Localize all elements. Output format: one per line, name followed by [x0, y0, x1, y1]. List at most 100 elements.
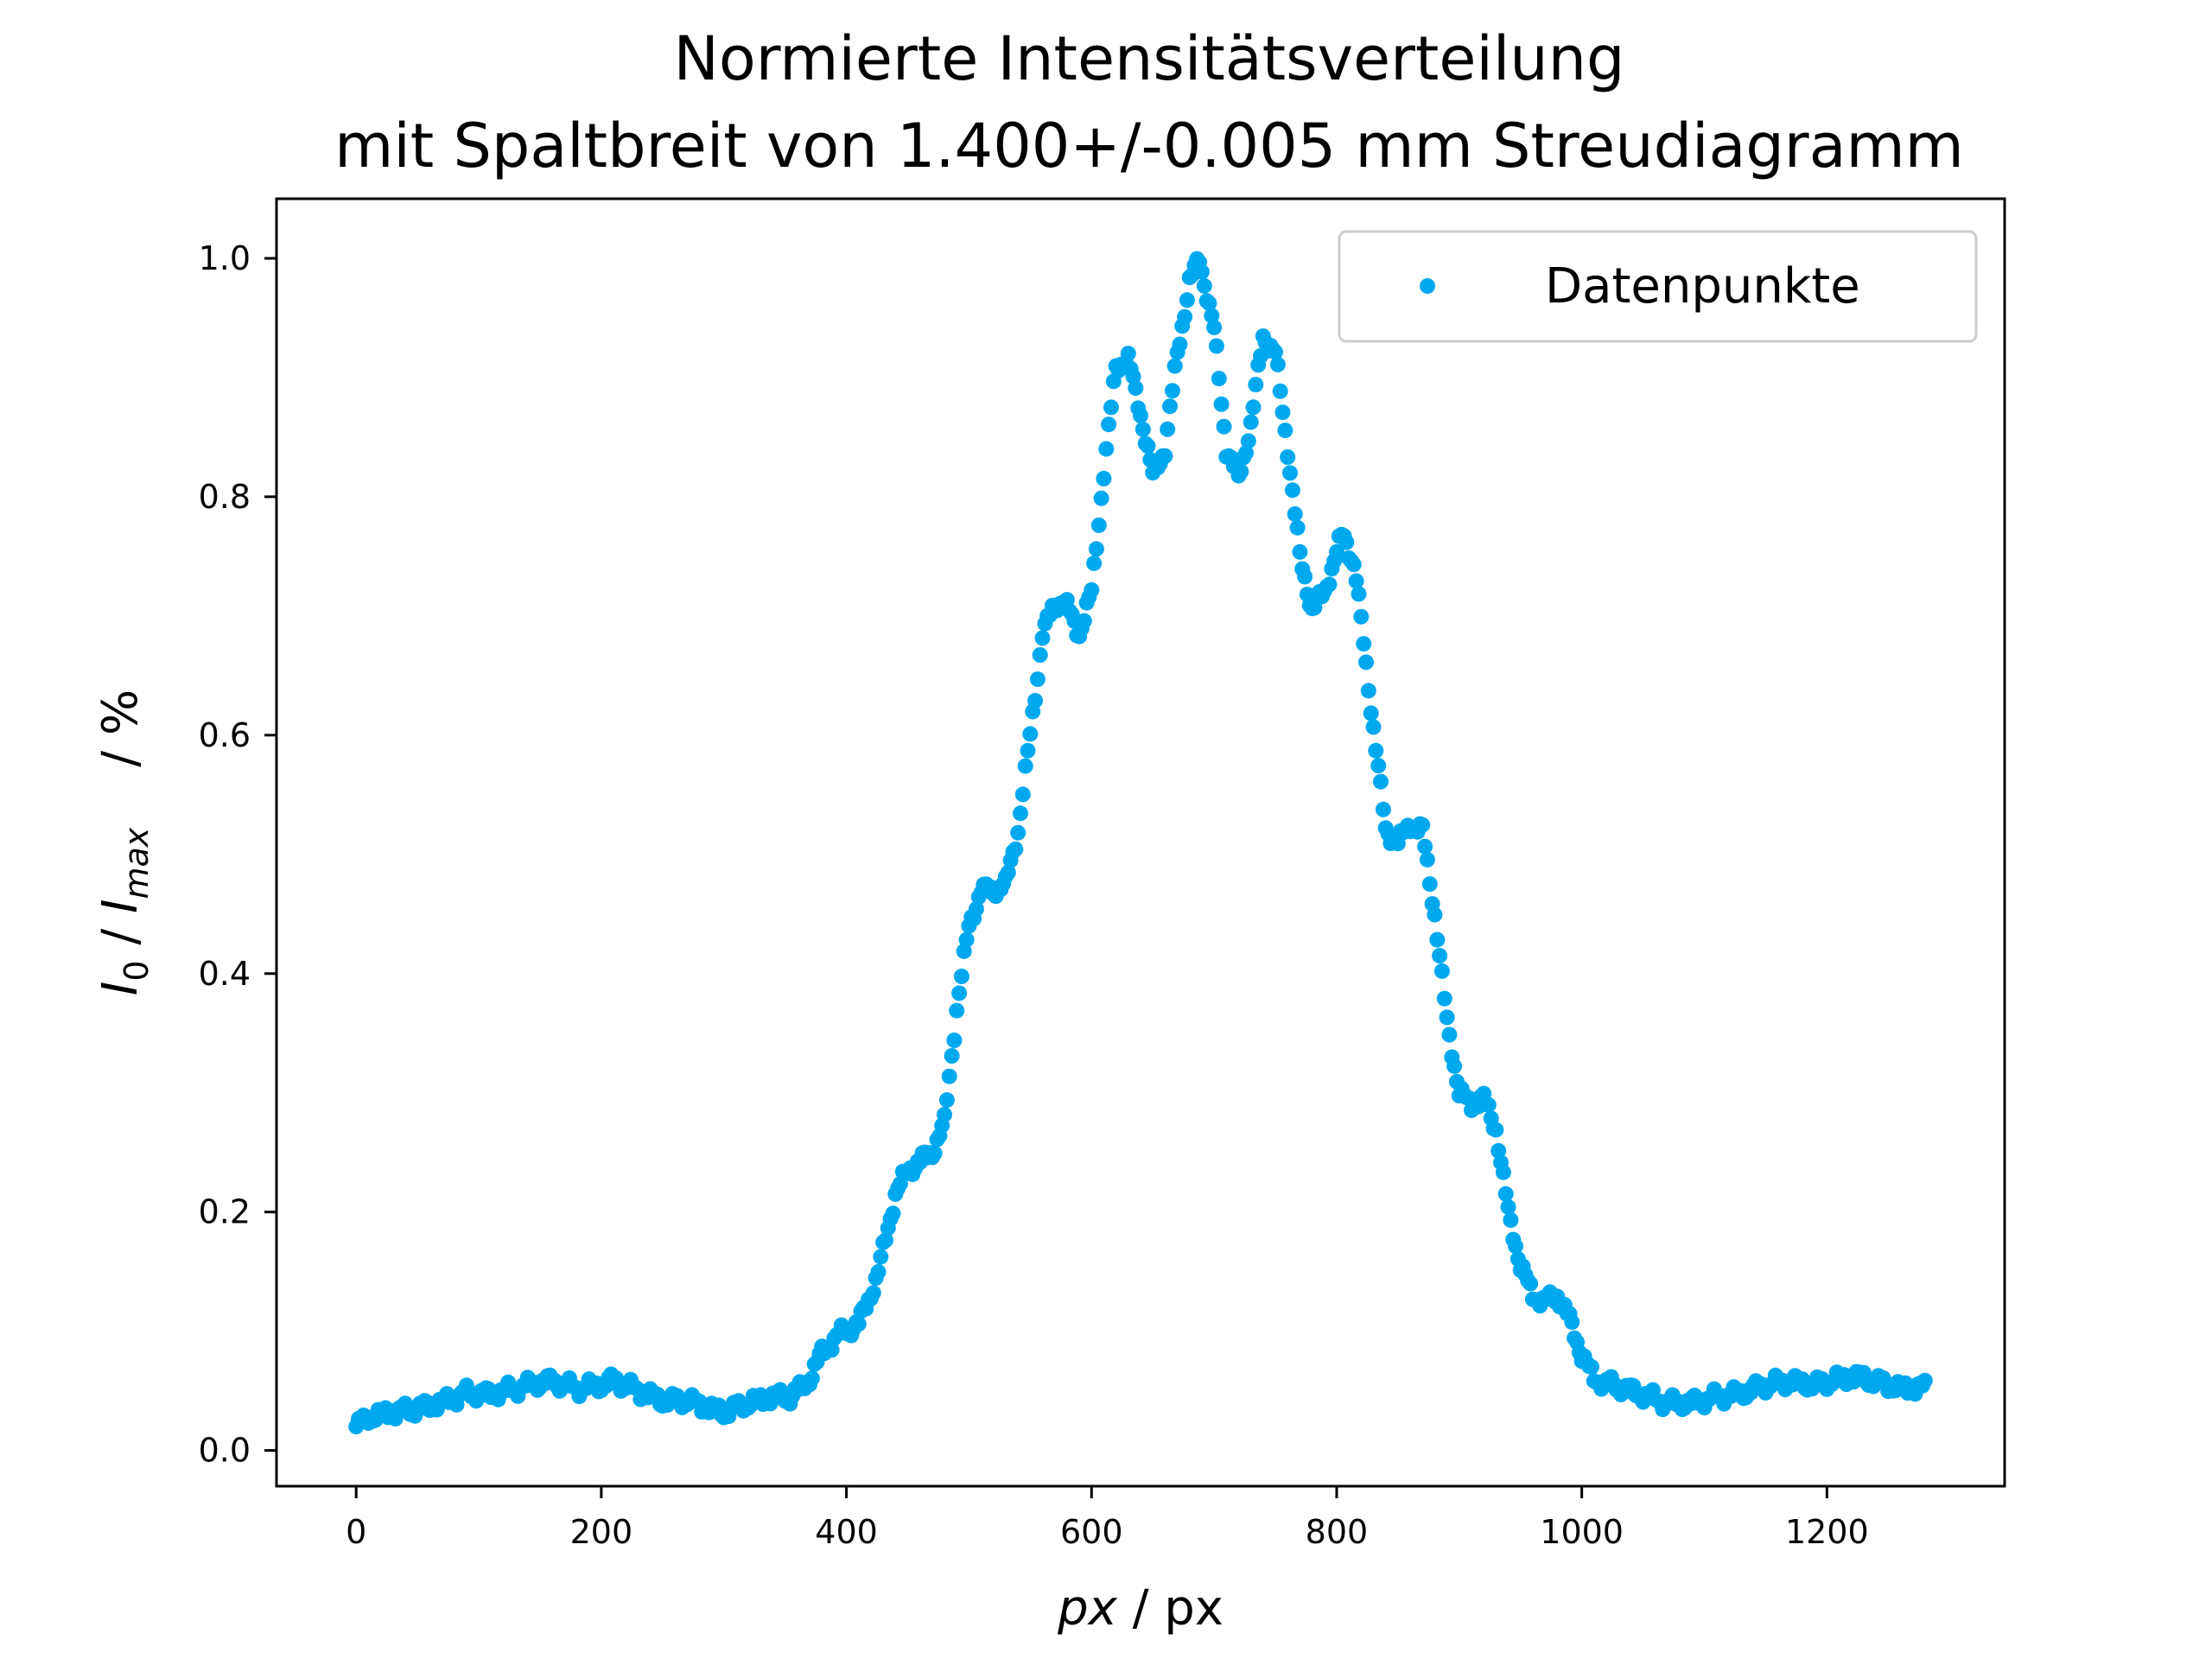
x-tick-label: 1200 — [1785, 1513, 1869, 1551]
data-point — [1206, 319, 1223, 335]
y-tick-label: 0.6 — [199, 716, 251, 754]
data-point — [1360, 683, 1376, 699]
x-tick-label: 1000 — [1540, 1513, 1624, 1551]
data-point — [1368, 742, 1384, 759]
data-point — [1201, 296, 1217, 311]
data-point — [1245, 399, 1262, 416]
data-point — [1292, 543, 1308, 560]
y-axis-label-sub0: 0 — [118, 960, 156, 981]
data-point — [1363, 705, 1379, 721]
data-point — [958, 931, 975, 948]
data-point — [1269, 356, 1286, 372]
data-point — [1480, 1096, 1497, 1113]
data-point — [1240, 433, 1256, 449]
x-tick-label: 200 — [570, 1513, 633, 1551]
y-axis-label-i0: I — [92, 982, 149, 996]
data-point — [1204, 308, 1220, 324]
data-point — [951, 985, 968, 1001]
data-point — [1433, 963, 1450, 979]
data-point — [1432, 948, 1448, 963]
x-tick-label: 600 — [1060, 1513, 1123, 1551]
data-point — [1248, 377, 1264, 393]
data-point — [1446, 1058, 1463, 1074]
data-point — [823, 1342, 840, 1358]
data-point — [1414, 817, 1431, 833]
data-point — [1000, 864, 1016, 880]
data-point — [1488, 1122, 1504, 1138]
data-point — [926, 1145, 943, 1161]
data-point — [1160, 421, 1176, 437]
data-point — [1491, 1142, 1507, 1159]
data-point — [1120, 346, 1136, 362]
x-axis-label: px / px — [1057, 1580, 1224, 1637]
data-point — [1213, 396, 1230, 412]
data-point — [1076, 613, 1092, 629]
data-point — [1441, 1027, 1458, 1043]
y-tick-label: 1.0 — [199, 239, 251, 277]
data-point — [937, 1107, 952, 1122]
data-point — [1196, 277, 1212, 294]
data-point — [804, 1370, 820, 1387]
data-point — [1172, 336, 1188, 353]
data-point — [1297, 569, 1313, 585]
legend-box — [1338, 230, 1978, 343]
data-point — [1166, 358, 1183, 374]
data-point — [1421, 876, 1438, 893]
data-point — [1128, 380, 1144, 397]
x-tick-label: 0 — [346, 1513, 366, 1551]
data-point — [1243, 414, 1259, 430]
legend-marker — [1420, 278, 1435, 294]
data-point — [1086, 555, 1103, 571]
data-point — [1417, 838, 1433, 855]
legend-label: Datenpunkte — [1545, 258, 1860, 315]
data-point — [1495, 1164, 1511, 1180]
data-point — [1133, 408, 1148, 423]
x-tick-label: 400 — [815, 1513, 878, 1551]
data-point — [1916, 1372, 1933, 1389]
data-point — [1238, 445, 1254, 461]
data-point — [873, 1249, 889, 1265]
chart-title-line2: mit Spaltbreit von 1.400+/-0.005 mm Stre… — [334, 111, 1964, 181]
data-point — [941, 1068, 957, 1084]
data-point — [1345, 556, 1362, 573]
data-point — [1280, 449, 1296, 465]
data-point — [1584, 1359, 1599, 1375]
data-point — [1268, 344, 1283, 360]
data-point — [1020, 742, 1036, 759]
x-tick-label: 800 — [1306, 1513, 1369, 1551]
data-point — [1177, 308, 1193, 325]
data-point — [1353, 608, 1370, 625]
data-point — [1356, 636, 1372, 652]
plot-frame — [275, 197, 2006, 1488]
data-point — [1157, 448, 1173, 464]
data-point — [1351, 586, 1367, 602]
data-point — [1500, 1198, 1516, 1215]
data-point — [1164, 383, 1180, 399]
data-point — [1098, 441, 1115, 457]
data-point — [1233, 463, 1249, 480]
data-point — [1284, 482, 1300, 499]
y-tick-label: 0.8 — [199, 478, 251, 516]
data-point — [944, 1048, 960, 1064]
y-axis-ticks: 0.0 0.2 0.4 0.6 0.8 1.0 — [199, 239, 276, 1470]
data-point — [1348, 573, 1364, 589]
y-axis-label-imax: I — [92, 899, 149, 914]
data-point — [1014, 786, 1031, 803]
data-point — [1179, 292, 1195, 308]
data-point — [1436, 990, 1452, 1007]
data-point — [1272, 383, 1288, 399]
y-axis-label: I0 / Imax/ % — [92, 690, 156, 995]
data-point — [1096, 470, 1112, 486]
data-point — [1140, 438, 1156, 454]
data-point — [1007, 841, 1024, 857]
data-point — [1017, 758, 1033, 774]
data-point — [1027, 692, 1043, 709]
data-point — [946, 1033, 963, 1048]
data-point — [938, 1092, 955, 1109]
data-point — [1084, 582, 1100, 598]
data-point — [949, 1002, 965, 1019]
chart-title-line1: Normierte Intensitätsverteilung — [674, 23, 1625, 94]
data-point — [1564, 1314, 1580, 1331]
data-point — [1162, 398, 1178, 415]
y-axis-label-submax: max — [118, 827, 156, 899]
